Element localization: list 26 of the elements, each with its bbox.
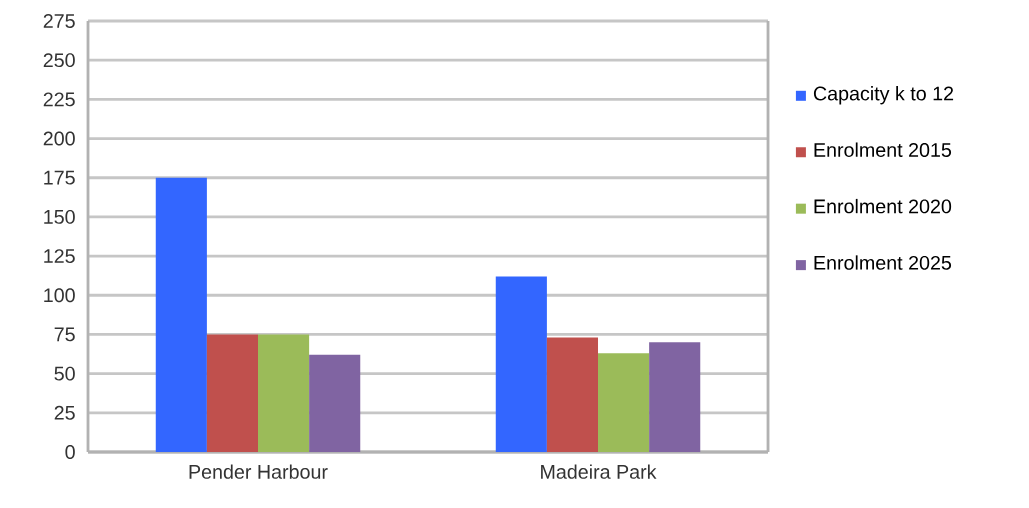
y-tick-label: 175 bbox=[44, 170, 75, 185]
legend-label: Enrolment 2025 bbox=[814, 255, 952, 270]
y-tick-label: 125 bbox=[44, 249, 75, 264]
y-tick-label: 200 bbox=[43, 131, 75, 146]
bar bbox=[649, 342, 701, 452]
y-tick-label: 150 bbox=[44, 209, 75, 224]
bar bbox=[155, 177, 207, 452]
y-tick-label: 100 bbox=[44, 288, 75, 303]
bar bbox=[546, 337, 599, 452]
y-tick-label: 0 bbox=[65, 445, 75, 459]
bar bbox=[598, 353, 650, 452]
x-tick-label: Madeira Park bbox=[541, 464, 657, 479]
legend-label: Enrolment 2020 bbox=[814, 198, 952, 214]
y-tick-label: 250 bbox=[43, 53, 75, 68]
y-tick-label: 75 bbox=[54, 327, 75, 342]
bar bbox=[495, 276, 547, 452]
y-tick-label: 225 bbox=[43, 92, 75, 107]
y-tick-label: 50 bbox=[54, 366, 75, 381]
legend-label: Enrolment 2015 bbox=[814, 142, 952, 157]
x-tick-label: Pender Harbour bbox=[189, 464, 328, 479]
y-tick-label: 275 bbox=[43, 14, 75, 28]
bar bbox=[206, 334, 259, 452]
bar bbox=[309, 354, 361, 452]
legend-label: Capacity k to 12 bbox=[813, 86, 954, 105]
bar bbox=[258, 334, 310, 452]
y-tick-label: 25 bbox=[54, 405, 75, 420]
